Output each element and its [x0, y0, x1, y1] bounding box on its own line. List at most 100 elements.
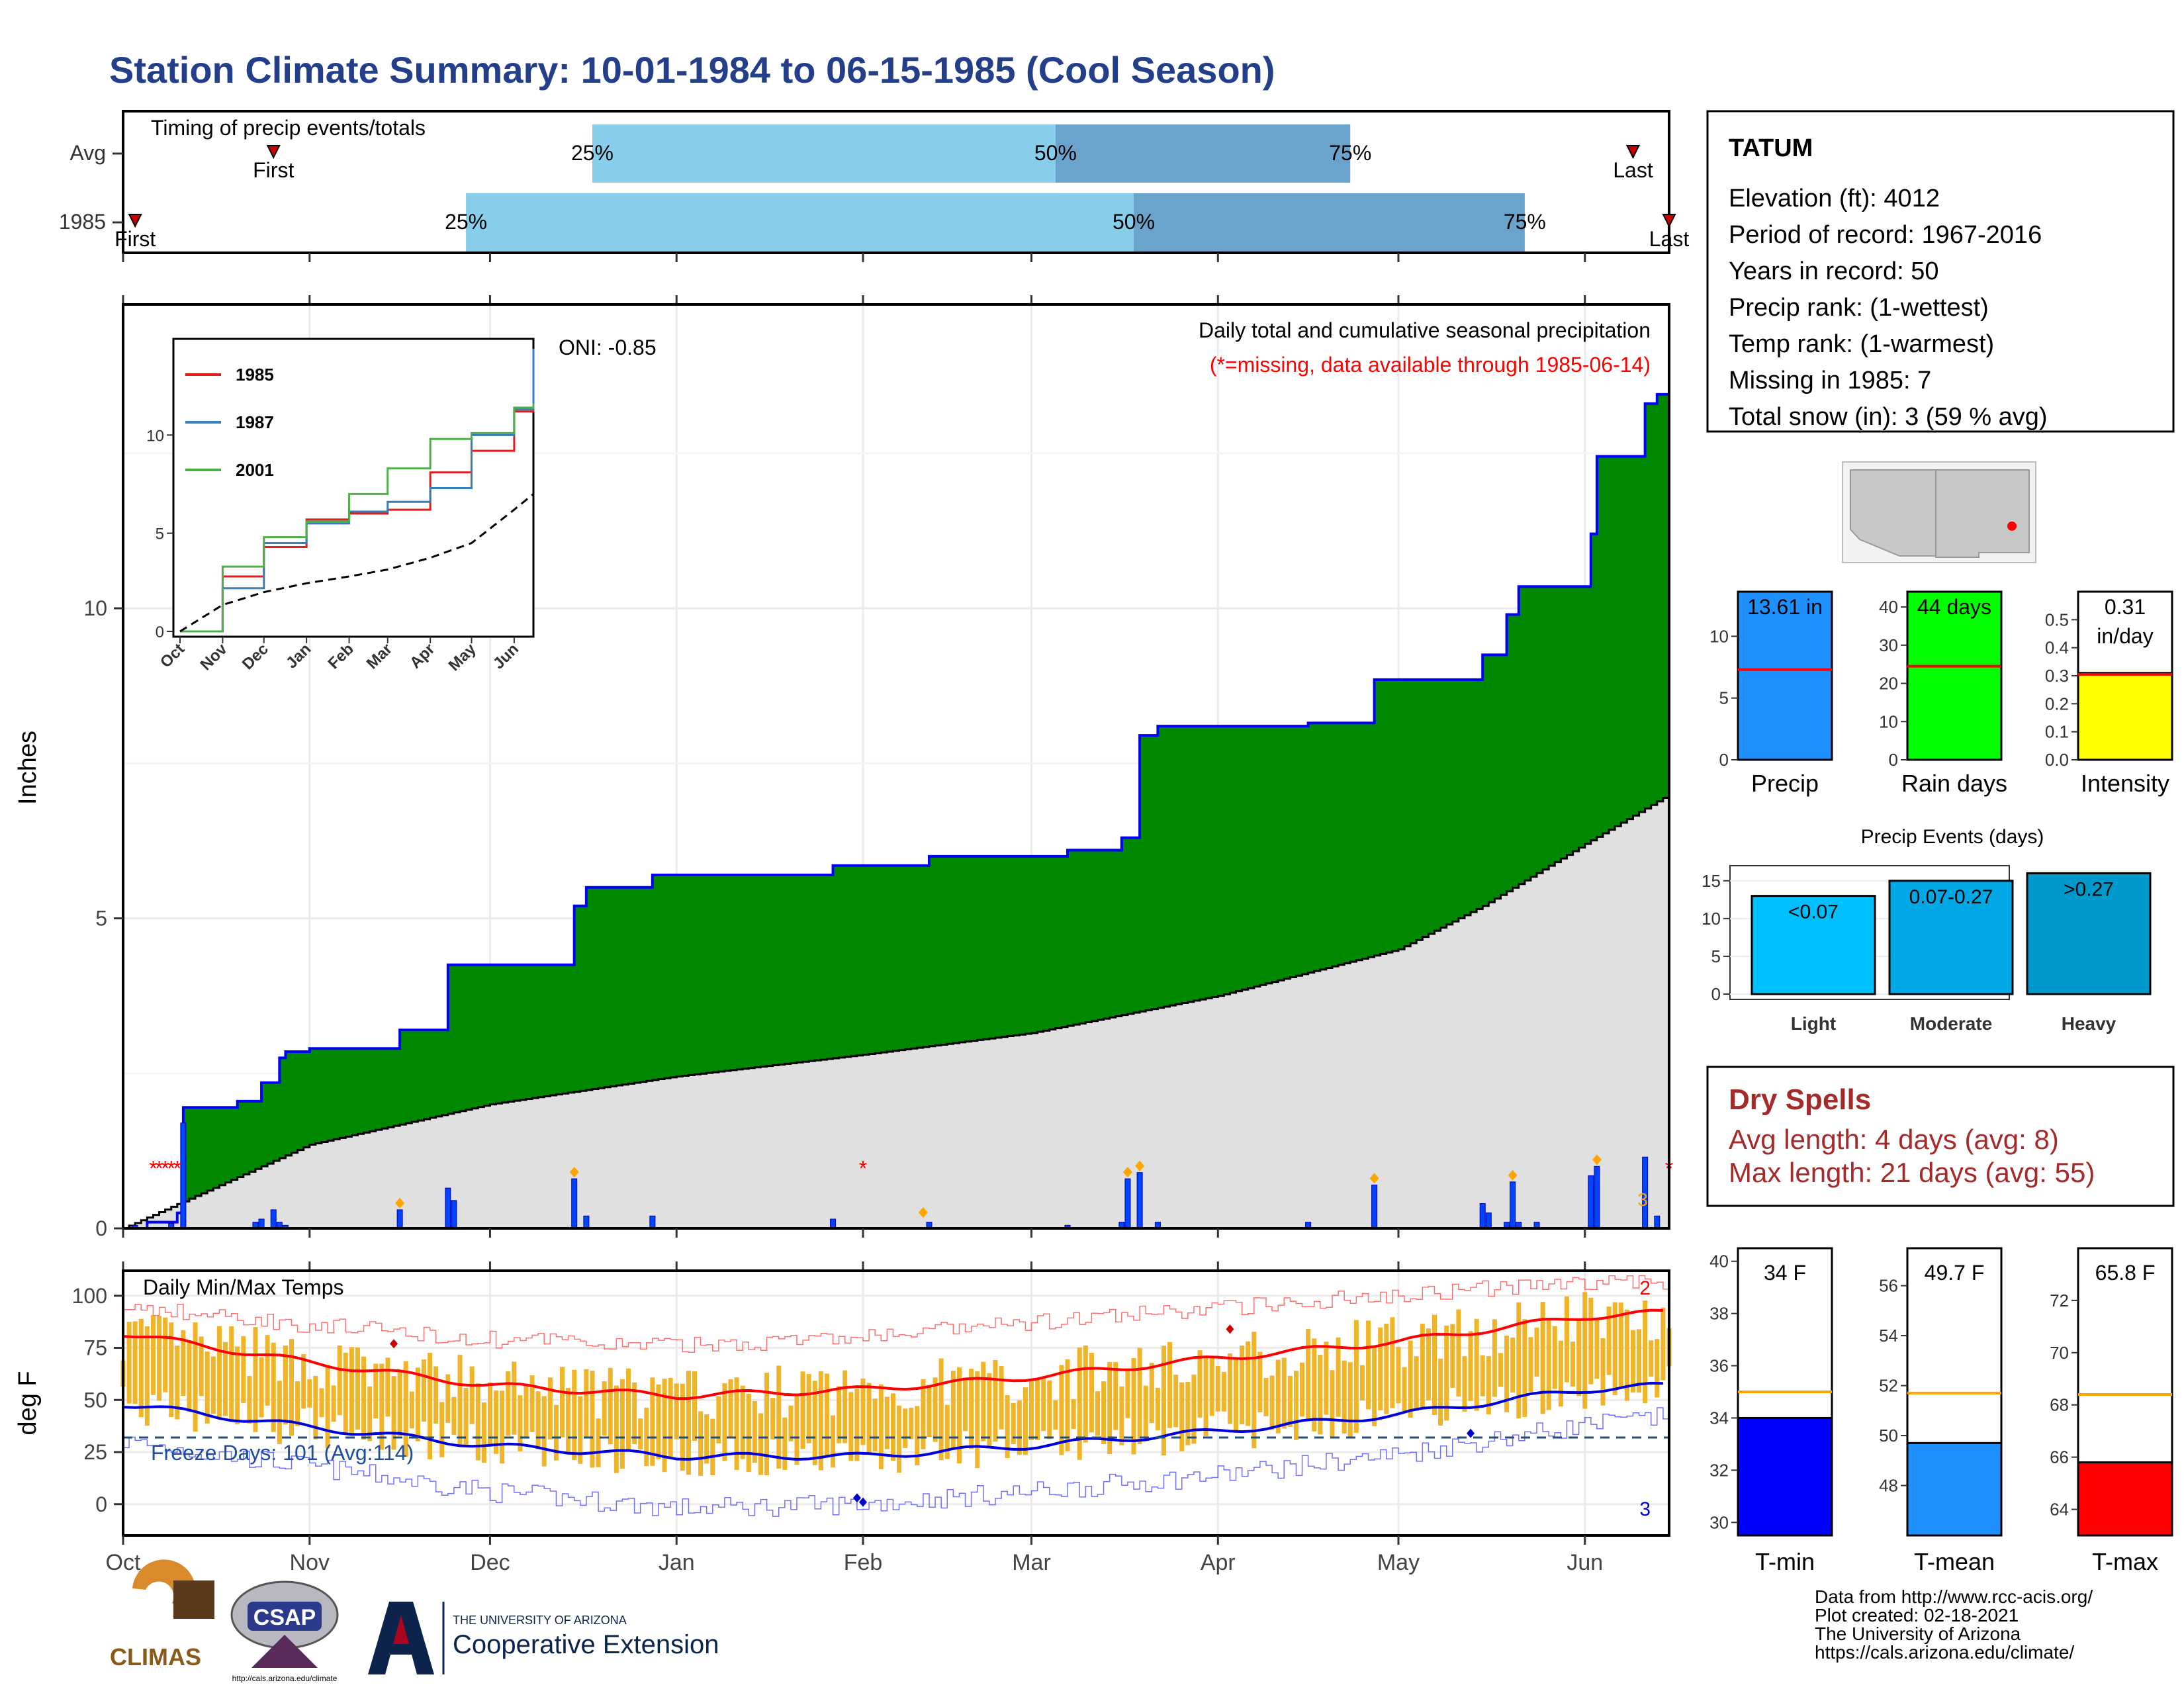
- events-bar-label: >0.27: [2064, 878, 2114, 900]
- daily-temp-range-bar: [1203, 1357, 1208, 1436]
- daily-temp-range-bar: [181, 1330, 186, 1396]
- daily-temp-range-bar: [506, 1371, 511, 1436]
- events-bar: [1751, 895, 1876, 995]
- daily-temp-range-bar: [1155, 1387, 1160, 1431]
- daily-precip-bar: [571, 1178, 578, 1229]
- daily-temp-range-bar: [818, 1371, 823, 1471]
- daily-temp-range-bar: [1029, 1381, 1034, 1441]
- timing-bar-q50-q75: [1055, 124, 1351, 183]
- daily-temp-range-bar: [1197, 1350, 1203, 1418]
- daily-temp-range-bar: [500, 1391, 505, 1464]
- station-info-line: Elevation (ft): 4012: [1729, 185, 1940, 212]
- timing-first-text: First: [253, 158, 294, 182]
- daily-temp-range-bar: [337, 1345, 342, 1416]
- daily-temp-range-bar: [698, 1411, 704, 1476]
- daily-temp-range-bar: [1474, 1318, 1479, 1411]
- timing-bar-q25-q50: [466, 193, 1134, 251]
- events-y-tick-label: 15: [1702, 871, 1721, 891]
- daily-temp-range-bar: [938, 1358, 944, 1461]
- timing-first-text: First: [114, 227, 156, 251]
- mini-bar-value-label: 44 days: [1917, 595, 1991, 619]
- daily-temp-range-bar: [1552, 1326, 1557, 1389]
- mini-bar-y-tick-label: 0.3: [2045, 666, 2069, 686]
- timing-bar-q50-q75: [1134, 193, 1525, 251]
- daily-temp-range-bar: [1576, 1320, 1582, 1396]
- daily-temp-range-bar: [397, 1370, 402, 1436]
- daily-temp-range-bar: [1637, 1329, 1642, 1393]
- station-info-line: Period of record: 1967-2016: [1729, 221, 2042, 249]
- daily-temp-range-bar: [428, 1353, 433, 1460]
- events-x-label: Heavy: [2062, 1013, 2116, 1034]
- timing-panel-label: Timing of precip events/totals: [151, 116, 426, 140]
- timing-last-marker: [1662, 214, 1676, 228]
- x-month-label: Nov: [290, 1550, 330, 1575]
- daily-temp-range-bar: [451, 1396, 457, 1435]
- daily-temp-range-bar: [1492, 1319, 1497, 1397]
- dry-spells-frame: [1706, 1066, 2175, 1207]
- temp-bar-y-tick-label: 40: [1709, 1252, 1729, 1271]
- daily-temp-range-bar: [1287, 1375, 1293, 1428]
- oni-label: ONI: -0.85: [559, 336, 657, 359]
- daily-temp-range-bar: [897, 1405, 902, 1473]
- daily-temp-range-bar: [553, 1404, 559, 1461]
- daily-temp-range-bar: [572, 1369, 577, 1461]
- daily-temp-range-bar: [1588, 1297, 1594, 1385]
- daily-temp-range-bar: [1426, 1328, 1431, 1400]
- x-month-label: Mar: [1012, 1550, 1051, 1575]
- daily-temp-range-bar: [1059, 1365, 1064, 1455]
- temp-bar-y-tick-label: 68: [2050, 1395, 2069, 1415]
- x-month-label: Dec: [470, 1550, 510, 1575]
- daily-temp-range-bar: [1246, 1341, 1251, 1426]
- timing-panel: Timing of precip events/totals Avg 25% 50%…: [59, 110, 1689, 304]
- daily-temp-range-bar: [1065, 1359, 1070, 1451]
- mini-bar-y-tick-label: 0: [1719, 750, 1729, 770]
- daily-temp-range-bar: [619, 1379, 625, 1469]
- record-temp-marker: [859, 1497, 868, 1507]
- daily-temp-range-bar: [848, 1392, 854, 1461]
- temp-bar-y-tick-label: 56: [1879, 1276, 1898, 1296]
- precip-y-tick-label: 5: [95, 907, 107, 931]
- daily-temp-range-bar: [1655, 1339, 1660, 1398]
- temp-bar-y-tick-label: 64: [2050, 1500, 2069, 1520]
- csap-label-box: [248, 1602, 322, 1631]
- dry-spells-title: Dry Spells: [1729, 1083, 1871, 1116]
- timing-label-75: 75%: [1504, 210, 1546, 234]
- daily-temp-range-bar: [1251, 1332, 1257, 1449]
- daily-temp-range-bar: [1366, 1320, 1371, 1410]
- daily-temp-range-bar: [915, 1406, 920, 1465]
- daily-precip-bar: [1510, 1181, 1516, 1229]
- station-location-marker: [2007, 522, 2017, 531]
- daily-temp-range-bar: [1612, 1302, 1617, 1395]
- mini-bar-y-tick-label: 0.0: [2045, 750, 2069, 770]
- timing-first-marker: [266, 145, 281, 160]
- daily-temp-range-bar: [1534, 1327, 1539, 1377]
- daily-temp-range-bar: [1209, 1356, 1214, 1416]
- timing-row-label: 1985: [59, 210, 106, 234]
- daily-temp-range-bar: [126, 1322, 132, 1404]
- temp-bar-fill: [1737, 1416, 1833, 1537]
- daily-temp-range-bar: [216, 1326, 222, 1418]
- climas-logo-block: [173, 1580, 214, 1619]
- temp-y-tick-label: 0: [95, 1492, 107, 1516]
- dry-spells-box: Dry Spells Avg length: 4 days (avg: 8) M…: [1706, 1066, 2175, 1207]
- daily-temp-range-bar: [1540, 1301, 1545, 1414]
- daily-temp-range-bar: [523, 1383, 529, 1439]
- mini-bar-value-unit: in/day: [2097, 624, 2153, 648]
- temp-bar-y-tick-label: 52: [1879, 1376, 1898, 1396]
- temp-bar-y-tick-label: 66: [2050, 1447, 2069, 1467]
- daily-temp-range-bar: [927, 1385, 932, 1438]
- heavy-day-marker: [1592, 1154, 1602, 1165]
- daily-temp-range-bar: [1179, 1382, 1185, 1451]
- daily-temp-range-bar: [163, 1317, 168, 1393]
- daily-temp-range-bar: [1300, 1362, 1305, 1417]
- daily-temp-range-bar: [854, 1389, 860, 1461]
- daily-temp-range-bar: [1468, 1331, 1473, 1401]
- daily-precip-bar: [1594, 1165, 1600, 1229]
- daily-temp-range-bar: [1011, 1402, 1016, 1444]
- mini-bar-fill: [1737, 590, 1833, 761]
- daily-temp-range-bar: [1564, 1296, 1569, 1383]
- daily-temp-range-bar: [415, 1367, 420, 1441]
- daily-temp-range-bar: [247, 1375, 252, 1424]
- inset-series-1987: [180, 348, 535, 633]
- daily-temp-range-bar: [1342, 1360, 1347, 1434]
